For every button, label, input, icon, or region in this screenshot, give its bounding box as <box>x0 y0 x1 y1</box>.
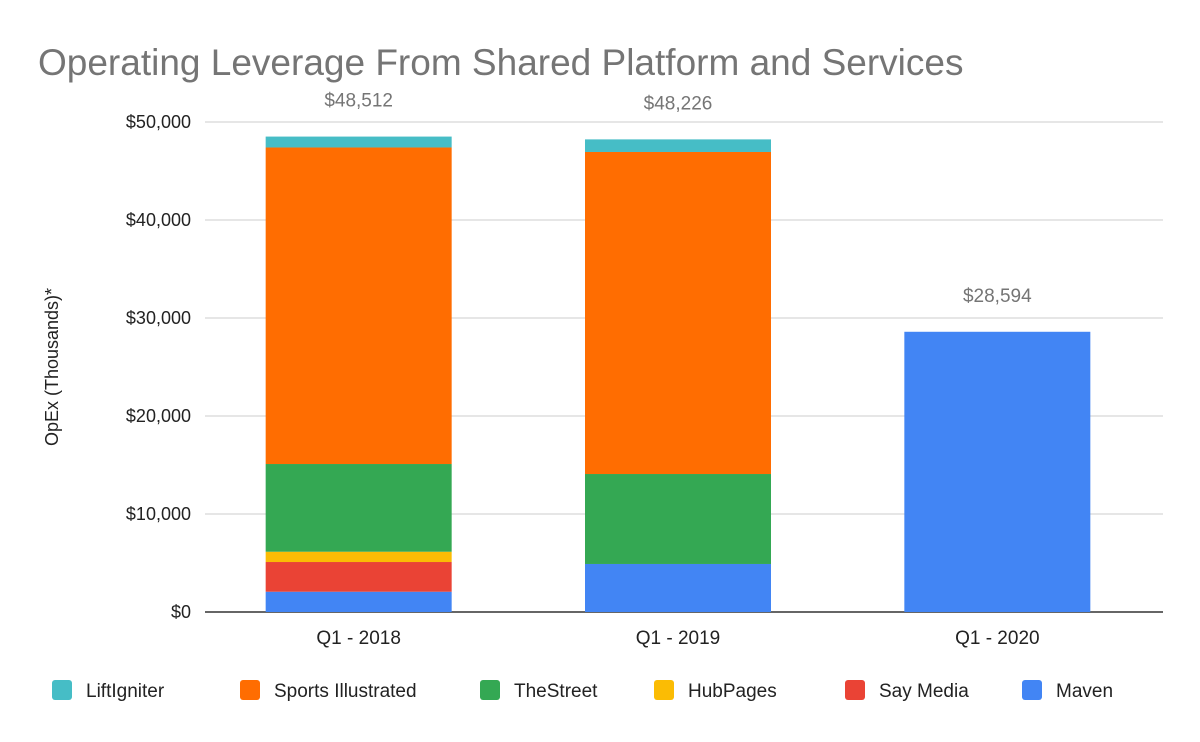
y-tick-label: $30,000 <box>126 308 191 328</box>
bar-segment-sports-illustrated <box>585 152 771 474</box>
legend-swatch <box>845 680 865 700</box>
chart-container: Operating Leverage From Shared Platform … <box>0 0 1200 742</box>
bar-segment-maven <box>904 332 1090 612</box>
stacked-bar-chart: Operating Leverage From Shared Platform … <box>0 0 1200 742</box>
x-tick-label: Q1 - 2020 <box>955 628 1040 649</box>
legend-label: TheStreet <box>514 681 598 702</box>
y-tick-label: $40,000 <box>126 210 191 230</box>
legend-item-thestreet[interactable]: TheStreet <box>480 680 598 702</box>
y-tick-label: $10,000 <box>126 504 191 524</box>
legend-label: HubPages <box>688 681 777 702</box>
bar-segment-liftigniter <box>266 137 452 148</box>
bar-segment-hubpages <box>266 552 452 562</box>
legend-item-hubpages[interactable]: HubPages <box>654 680 777 702</box>
legend-label: Sports Illustrated <box>274 681 417 702</box>
legend-label: Say Media <box>879 681 969 702</box>
y-tick-label: $0 <box>171 602 191 622</box>
total-data-label: $28,594 <box>963 286 1032 307</box>
bar-segment-sports-illustrated <box>266 147 452 464</box>
x-tick-label: Q1 - 2018 <box>316 628 401 649</box>
bar-segment-maven <box>266 592 452 612</box>
bar-segment-liftigniter <box>585 139 771 152</box>
legend-label: Maven <box>1056 681 1113 702</box>
y-tick-label: $50,000 <box>126 112 191 132</box>
legend-swatch <box>1022 680 1042 700</box>
total-data-label: $48,226 <box>644 93 713 114</box>
legend-item-liftigniter[interactable]: LiftIgniter <box>52 680 165 702</box>
legend-item-maven[interactable]: Maven <box>1022 680 1113 702</box>
y-tick-label: $20,000 <box>126 406 191 426</box>
total-data-label: $48,512 <box>324 91 393 112</box>
bar-segment-thestreet <box>585 474 771 564</box>
y-axis-label: OpEx (Thousands)* <box>42 288 62 446</box>
legend-swatch <box>240 680 260 700</box>
legend-swatch <box>480 680 500 700</box>
legend-swatch <box>52 680 72 700</box>
legend-item-sports-illustrated[interactable]: Sports Illustrated <box>240 680 417 702</box>
bar-segment-maven <box>585 564 771 612</box>
legend-label: LiftIgniter <box>86 681 165 702</box>
bar-segment-thestreet <box>266 464 452 552</box>
legend-item-say-media[interactable]: Say Media <box>845 680 969 702</box>
x-tick-label: Q1 - 2019 <box>636 628 721 649</box>
bar-segment-say-media <box>266 562 452 592</box>
legend-swatch <box>654 680 674 700</box>
chart-title: Operating Leverage From Shared Platform … <box>38 42 963 83</box>
